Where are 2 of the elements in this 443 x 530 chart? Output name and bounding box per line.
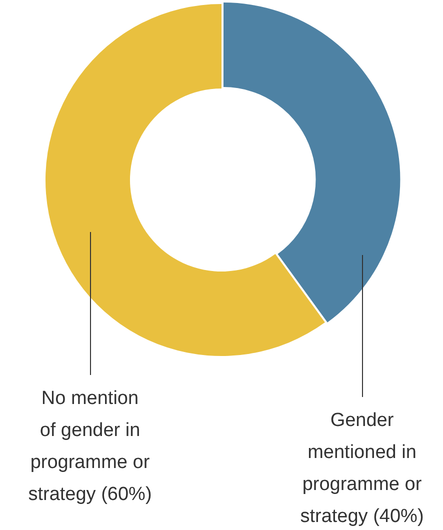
- slice-label: Gender mentioned in programme or strategy (40%): [299, 409, 425, 529]
- slice-label: No mention of gender in programme or strategy (60%): [27, 387, 153, 507]
